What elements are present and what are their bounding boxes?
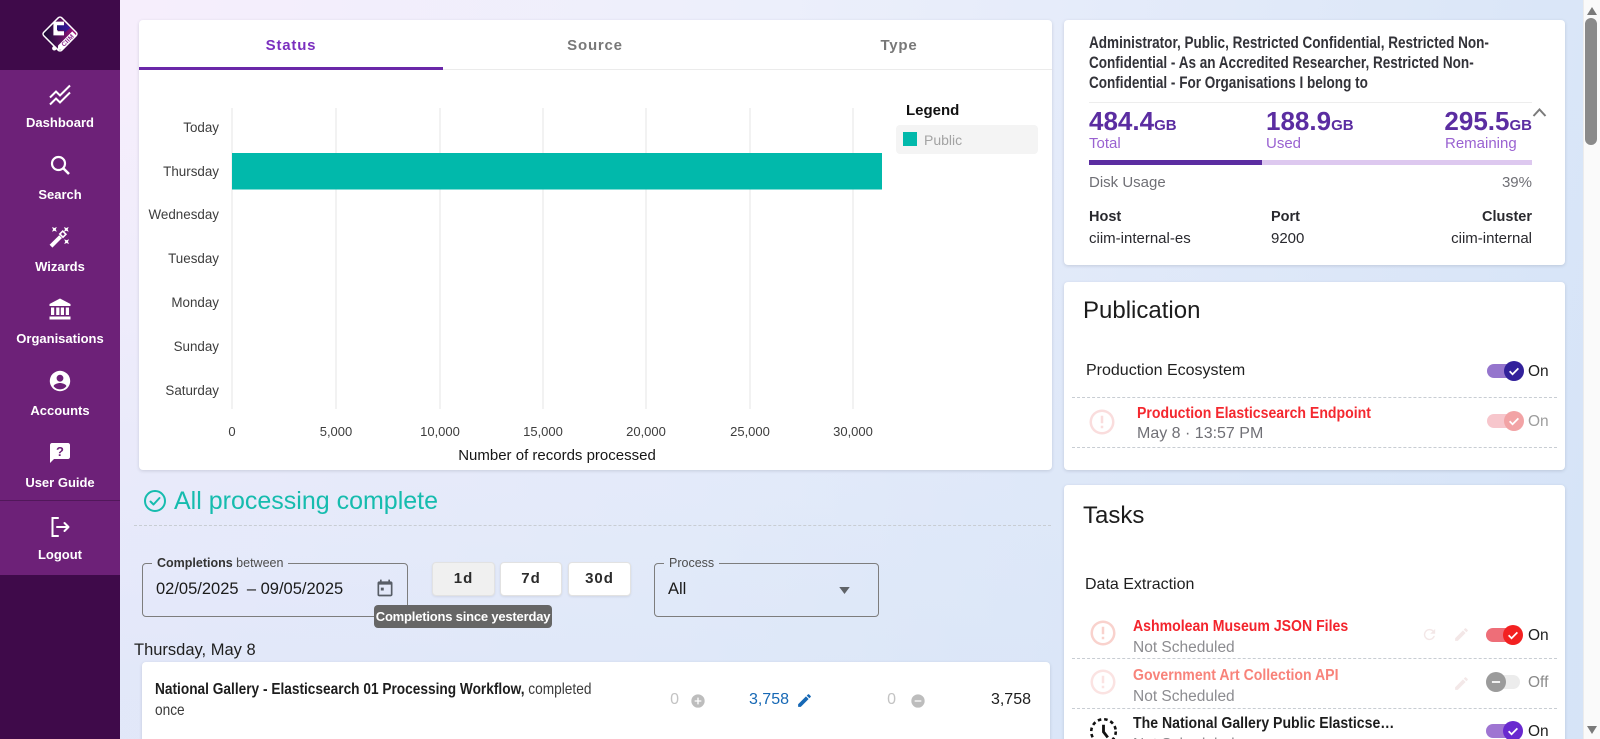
svg-text:20,000: 20,000 xyxy=(626,424,666,439)
svg-text:25,000: 25,000 xyxy=(730,424,770,439)
svg-text:Saturday: Saturday xyxy=(165,383,219,398)
svg-text:5,000: 5,000 xyxy=(320,424,353,439)
svg-text:Monday: Monday xyxy=(171,295,219,310)
svg-text:?: ? xyxy=(56,444,64,459)
svg-text:Tuesday: Tuesday xyxy=(168,251,219,266)
svg-text:Today: Today xyxy=(183,120,219,135)
svg-text:Sunday: Sunday xyxy=(174,339,220,354)
svg-text:30,000: 30,000 xyxy=(833,424,873,439)
svg-text:15,000: 15,000 xyxy=(523,424,563,439)
svg-text:0: 0 xyxy=(228,424,235,439)
svg-text:10,000: 10,000 xyxy=(420,424,460,439)
svg-text:Wednesday: Wednesday xyxy=(149,207,220,222)
svg-text:Number of records processed: Number of records processed xyxy=(458,447,656,464)
svg-text:Thursday: Thursday xyxy=(163,164,219,179)
